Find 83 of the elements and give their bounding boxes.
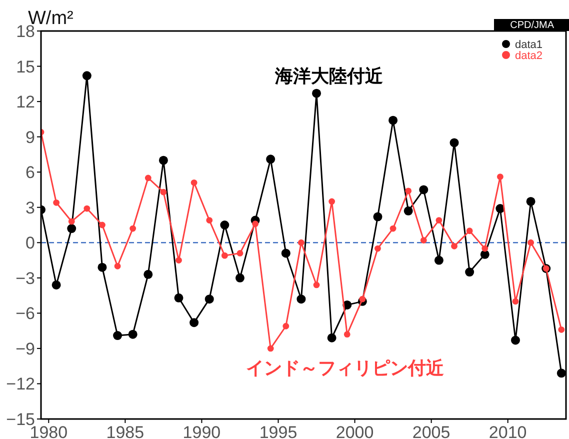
annotation: 海洋大陸付近 [274, 66, 384, 86]
point [451, 242, 458, 250]
y-tick-label: 9 [26, 128, 35, 147]
point [204, 294, 214, 304]
point [450, 138, 459, 148]
point [327, 333, 336, 342]
annotation: インド～フィリピン付近 [246, 358, 445, 378]
point [419, 185, 428, 194]
point [466, 228, 473, 234]
point [281, 248, 290, 258]
point [390, 225, 396, 232]
point [558, 326, 565, 333]
point [420, 237, 427, 244]
point [190, 318, 199, 328]
y-tick-label: 3 [26, 198, 35, 218]
point [84, 205, 90, 212]
point [296, 294, 306, 304]
point [53, 199, 60, 206]
point [313, 282, 320, 288]
point [312, 88, 322, 98]
point [128, 330, 138, 339]
point [282, 322, 290, 330]
point [144, 174, 152, 182]
point [220, 220, 230, 230]
point [266, 154, 276, 164]
y-tick-label: 15 [16, 57, 35, 76]
point [158, 156, 168, 165]
point [436, 217, 442, 224]
legend-label: data2 [515, 50, 543, 62]
point [373, 212, 382, 222]
point [252, 220, 258, 228]
point [388, 116, 398, 125]
point [99, 222, 106, 228]
point [528, 239, 534, 246]
text: CPD/JMA [510, 20, 554, 31]
point [176, 257, 182, 264]
point [556, 368, 566, 378]
point [206, 217, 213, 224]
y-tick-label: −9 [16, 339, 35, 358]
y-tick-label: −6 [16, 304, 35, 324]
point [328, 198, 336, 205]
x-tick-label: 1995 [259, 423, 298, 439]
point [130, 225, 136, 232]
point [68, 218, 75, 225]
point [236, 250, 244, 256]
point [114, 262, 121, 270]
point [374, 245, 381, 252]
x-tick-label: 1990 [182, 423, 221, 439]
point [267, 345, 274, 352]
point [52, 280, 61, 290]
point [434, 256, 444, 265]
point [67, 224, 76, 234]
point [480, 250, 490, 259]
y-tick-label: 6 [26, 163, 35, 182]
point [144, 270, 153, 279]
point [98, 262, 107, 272]
point [221, 252, 228, 259]
point [510, 336, 520, 345]
point [526, 196, 536, 206]
x-tick-label: 2000 [336, 423, 374, 439]
point [404, 206, 413, 216]
x-tick-label: 2005 [412, 423, 450, 439]
point [405, 188, 412, 194]
point [465, 268, 474, 277]
y-tick-label: 0 [26, 234, 35, 253]
legend-label: data1 [515, 39, 543, 51]
point [344, 331, 350, 338]
point [113, 331, 122, 340]
point [174, 293, 184, 302]
point [512, 298, 519, 305]
point [482, 245, 488, 252]
point [82, 71, 92, 80]
point [496, 174, 504, 180]
point [190, 179, 198, 186]
point [160, 188, 167, 196]
y-tick-label: 12 [16, 92, 35, 112]
y-tick-label: −3 [16, 268, 35, 288]
point [298, 239, 304, 246]
point [235, 273, 244, 282]
y-tick-label: −12 [6, 374, 35, 394]
x-tick-label: 2010 [488, 423, 527, 439]
x-tick-label: 1985 [106, 423, 144, 439]
point [359, 296, 366, 302]
